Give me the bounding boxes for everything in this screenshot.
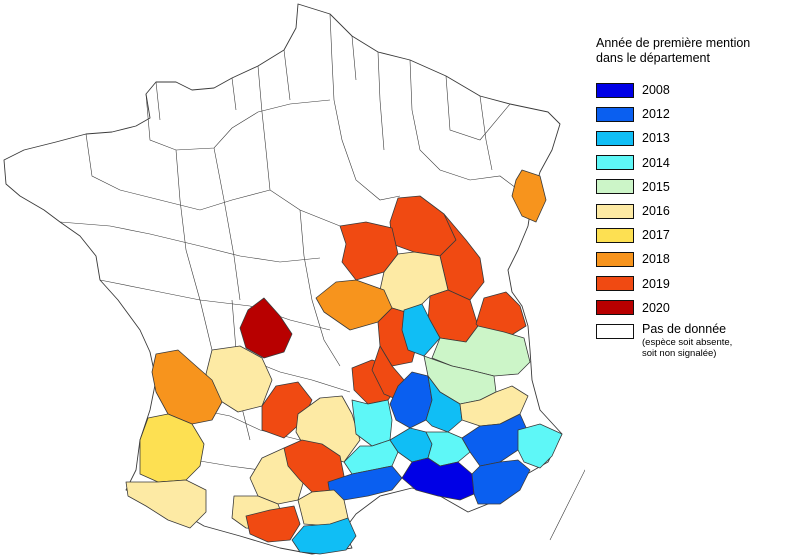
dept-aude (297, 489, 349, 527)
dept-var (471, 459, 531, 505)
legend-label-2012: 2012 (642, 107, 670, 122)
legend-item-2018: 2018 (596, 247, 796, 271)
corsica-inset-line (549, 469, 585, 541)
dept-haute-loire (351, 399, 393, 447)
legend-title: Année de première mention dans le départ… (596, 36, 751, 65)
legend-item-2017: 2017 (596, 223, 796, 247)
legend-swatch-2013 (596, 130, 634, 146)
dept-alpes-maritimes (517, 423, 563, 469)
legend-note-no-data: (espèce soit absente, soit non signalée) (642, 336, 733, 359)
dept-haute-vienne (239, 297, 293, 359)
legend-item-2008: 2008 (596, 78, 796, 102)
dept-haut-rhin (511, 169, 547, 223)
dept-ain (401, 303, 441, 357)
legend-swatch-2018 (596, 251, 634, 267)
legend-swatch-2014 (596, 155, 634, 171)
legend-swatch-2008 (596, 82, 634, 98)
legend-label-2015: 2015 (642, 179, 670, 194)
legend-item-2012: 2012 (596, 102, 796, 126)
legend-item-2019: 2019 (596, 272, 796, 296)
legend-item-2015: 2015 (596, 175, 796, 199)
dept-pyrenees-orientales (291, 517, 357, 555)
legend-swatch-2012 (596, 106, 634, 122)
colored-departments (125, 169, 563, 555)
legend-item-2014: 2014 (596, 151, 796, 175)
legend-label-2020: 2020 (642, 300, 670, 315)
legend: Année de première mention dans le départ… (596, 36, 796, 359)
legend-swatch-2019 (596, 276, 634, 292)
legend-swatch-2015 (596, 179, 634, 195)
france-department-map (3, 3, 585, 555)
dept-ariege (245, 505, 301, 543)
legend-label-2013: 2013 (642, 131, 670, 146)
dept-hautes-alpes (459, 385, 529, 427)
legend-swatch-no-data (596, 323, 634, 339)
dept-landes (139, 413, 205, 483)
legend-label-no-data: Pas de donnée (642, 321, 727, 336)
dept-gironde (151, 349, 223, 425)
legend-items: 2008 2012 2013 2014 2015 2016 2017 2018 2019 2020 (596, 78, 796, 320)
legend-item-2016: 2016 (596, 199, 796, 223)
legend-item-2020: 2020 (596, 296, 796, 320)
legend-item-2013: 2013 (596, 126, 796, 150)
legend-swatch-2016 (596, 203, 634, 219)
legend-swatch-2020 (596, 300, 634, 316)
legend-label-2019: 2019 (642, 276, 670, 291)
legend-item-no-data: Pas de donnée (espèce soit absente, soit… (596, 322, 796, 359)
legend-label-2014: 2014 (642, 155, 670, 170)
legend-label-2017: 2017 (642, 228, 670, 243)
legend-label-2018: 2018 (642, 252, 670, 267)
legend-swatch-2017 (596, 227, 634, 243)
legend-label-2016: 2016 (642, 204, 670, 219)
legend-label-2008: 2008 (642, 83, 670, 98)
dept-pyrenees-atlantiques (125, 479, 207, 529)
